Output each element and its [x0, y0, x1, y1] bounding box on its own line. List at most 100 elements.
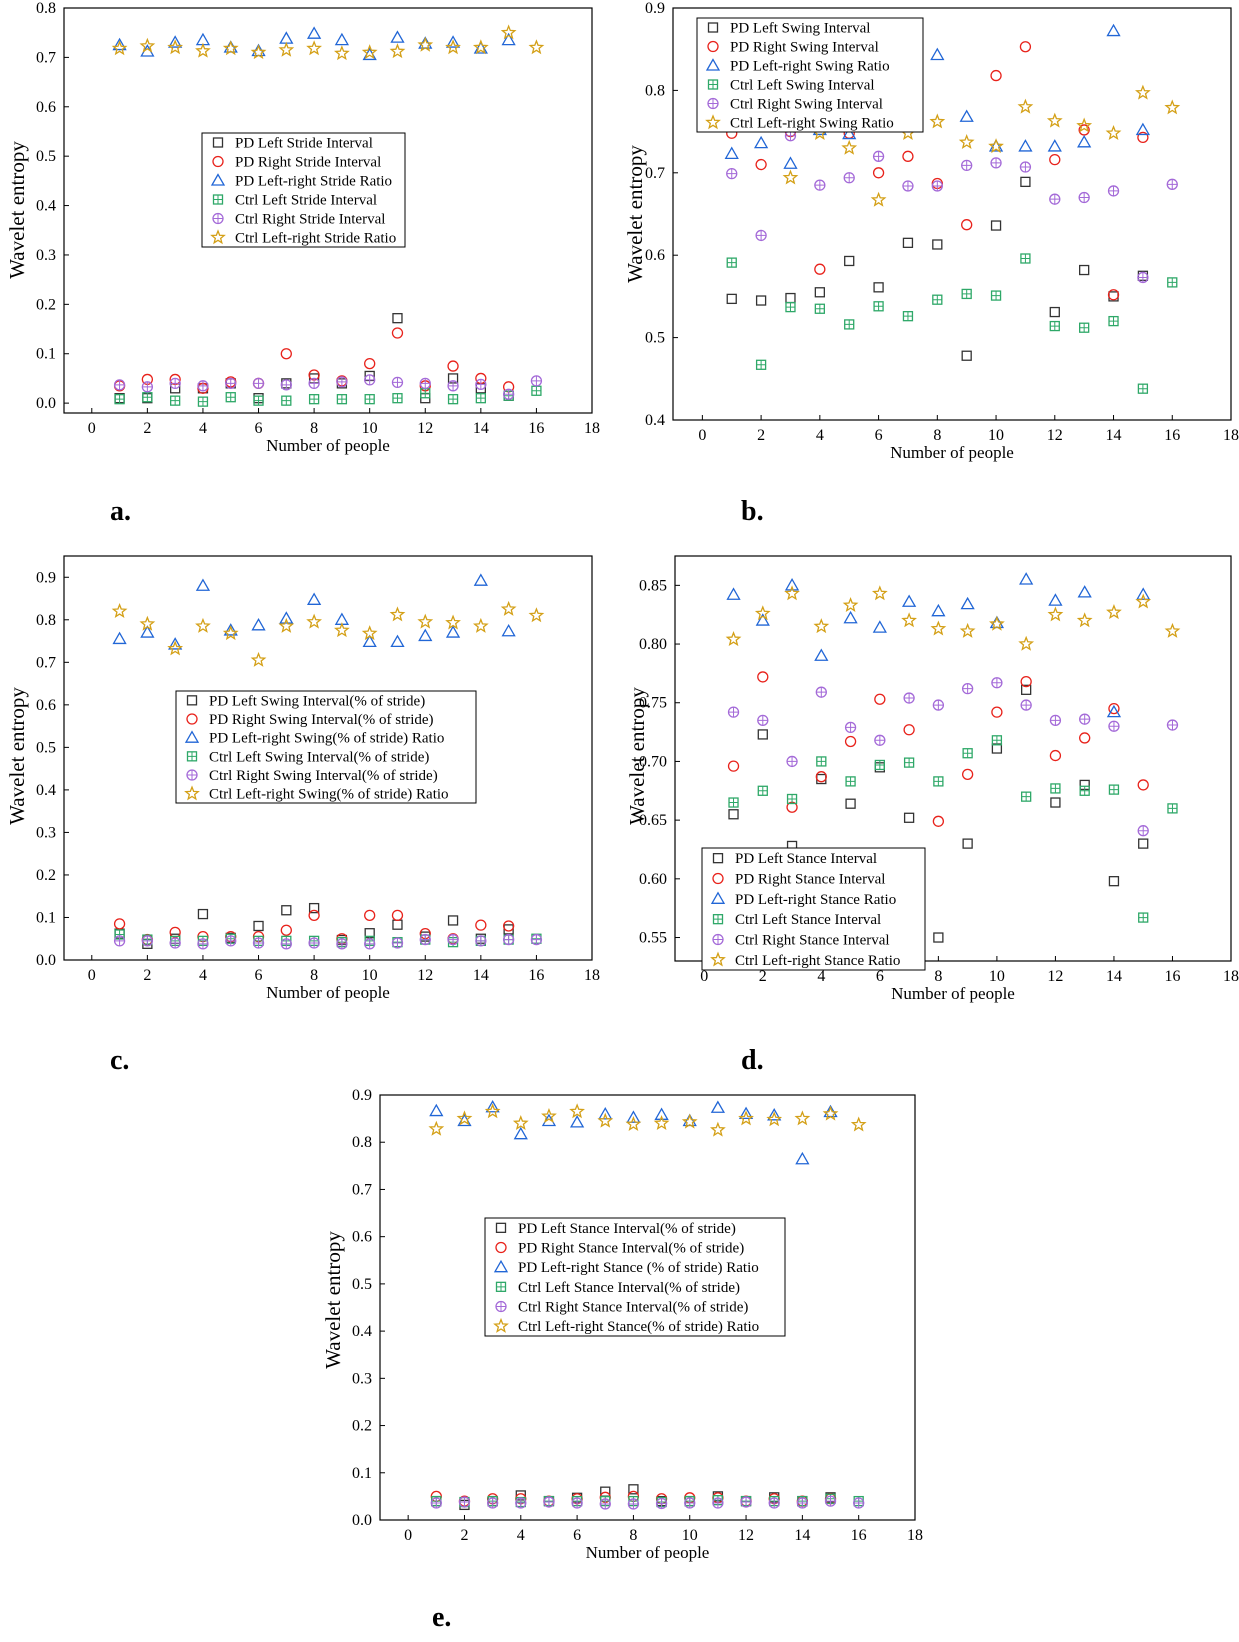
data-point	[961, 159, 973, 172]
data-point	[515, 1497, 527, 1509]
legend-label: PD Left-right Stride Ratio	[235, 174, 392, 190]
x-tick-label: 0	[404, 1527, 412, 1544]
data-point	[197, 938, 209, 950]
data-point	[901, 594, 917, 607]
y-axis-label: Wavelet entropy	[5, 687, 29, 825]
y-tick-label: 0.5	[645, 330, 665, 347]
x-tick-label: 12	[417, 420, 433, 437]
data-point	[447, 933, 459, 946]
legend-marker	[712, 914, 724, 925]
data-point	[655, 1497, 668, 1510]
data-point	[475, 378, 487, 391]
data-point	[392, 393, 403, 404]
legend-label: Ctrl Left Stride Interval	[235, 193, 377, 209]
y-tick-label: 0.0	[352, 1512, 372, 1529]
x-tick-label: 18	[907, 1527, 923, 1544]
data-point	[873, 282, 884, 293]
data-point	[1049, 714, 1062, 726]
data-point	[1079, 785, 1090, 796]
data-point	[961, 350, 972, 361]
data-point	[824, 1495, 837, 1507]
x-tick-label: 12	[738, 1527, 754, 1544]
data-point	[530, 375, 543, 387]
data-point	[1047, 606, 1064, 622]
data-point	[901, 612, 917, 628]
legend-label: Ctrl Left-right Stride Ratio	[235, 231, 396, 247]
panel-label: c.	[110, 1045, 129, 1076]
data-point	[903, 724, 915, 736]
data-point	[710, 1121, 726, 1137]
legend-label: PD Left Stance Interval(% of stride)	[518, 1221, 736, 1237]
data-point	[960, 596, 975, 610]
data-point	[598, 1107, 613, 1120]
data-point	[628, 1484, 639, 1495]
x-tick-label: 4	[816, 427, 824, 444]
data-point	[486, 1497, 499, 1509]
y-tick-label: 0.9	[645, 0, 665, 17]
data-point	[1047, 139, 1062, 152]
x-tick-label: 0	[88, 967, 96, 984]
data-point	[501, 32, 516, 46]
y-tick-label: 0.9	[36, 569, 56, 586]
data-point	[786, 793, 798, 805]
data-point	[364, 357, 376, 370]
legend-marker	[495, 1300, 507, 1313]
legend-label: Ctrl Right Swing Interval(% of stride)	[209, 768, 438, 784]
data-point	[844, 255, 855, 267]
y-tick-label: 0.1	[36, 346, 56, 363]
data-point	[712, 1497, 724, 1509]
data-point	[1077, 585, 1092, 598]
series-star	[428, 1103, 867, 1137]
data-point	[727, 760, 740, 772]
data-point	[571, 1497, 583, 1509]
data-point	[990, 157, 1002, 169]
x-tick-label: 2	[759, 968, 767, 985]
y-tick-label: 0.5	[36, 739, 56, 756]
y-tick-label: 0.4	[352, 1323, 372, 1340]
data-point	[475, 393, 486, 404]
plot-frame	[672, 7, 1232, 421]
legend-marker	[712, 853, 724, 864]
legend-marker	[705, 114, 721, 130]
data-point	[1138, 838, 1149, 849]
y-tick-label: 0.55	[639, 930, 667, 947]
data-point	[726, 167, 738, 180]
y-tick-label: 0.75	[639, 695, 667, 712]
data-point	[1020, 699, 1032, 711]
x-tick-label: 0	[700, 968, 708, 985]
data-point	[512, 1115, 529, 1131]
data-point	[757, 714, 769, 726]
data-point	[392, 313, 403, 324]
data-point	[1020, 176, 1031, 188]
data-point	[1164, 99, 1181, 115]
series-star	[111, 600, 545, 667]
data-point	[1138, 912, 1149, 923]
data-point	[1108, 702, 1120, 715]
data-point	[930, 620, 947, 636]
data-point	[813, 618, 830, 634]
data-point	[364, 374, 376, 386]
plot-frame	[379, 1094, 916, 1521]
data-point	[1079, 264, 1090, 276]
data-point	[872, 150, 885, 162]
legend: PD Left Stance Interval PD Right Stance I…	[701, 847, 926, 971]
data-point	[1167, 803, 1178, 814]
data-point	[932, 294, 943, 305]
x-tick-label: 8	[933, 427, 941, 444]
data-point	[336, 376, 348, 388]
data-point	[306, 40, 322, 56]
data-point	[447, 915, 459, 926]
y-tick-label: 0.7	[36, 49, 56, 66]
data-point	[814, 303, 825, 314]
data-point	[681, 1113, 698, 1129]
data-point	[932, 815, 945, 827]
data-point	[225, 377, 237, 390]
data-point	[1077, 135, 1092, 148]
data-point	[844, 735, 857, 748]
data-point	[932, 699, 945, 711]
data-point	[281, 395, 292, 406]
data-point	[447, 360, 459, 372]
y-tick-label: 0.8	[36, 612, 56, 629]
data-point	[528, 607, 545, 623]
series-triangle	[112, 573, 516, 650]
